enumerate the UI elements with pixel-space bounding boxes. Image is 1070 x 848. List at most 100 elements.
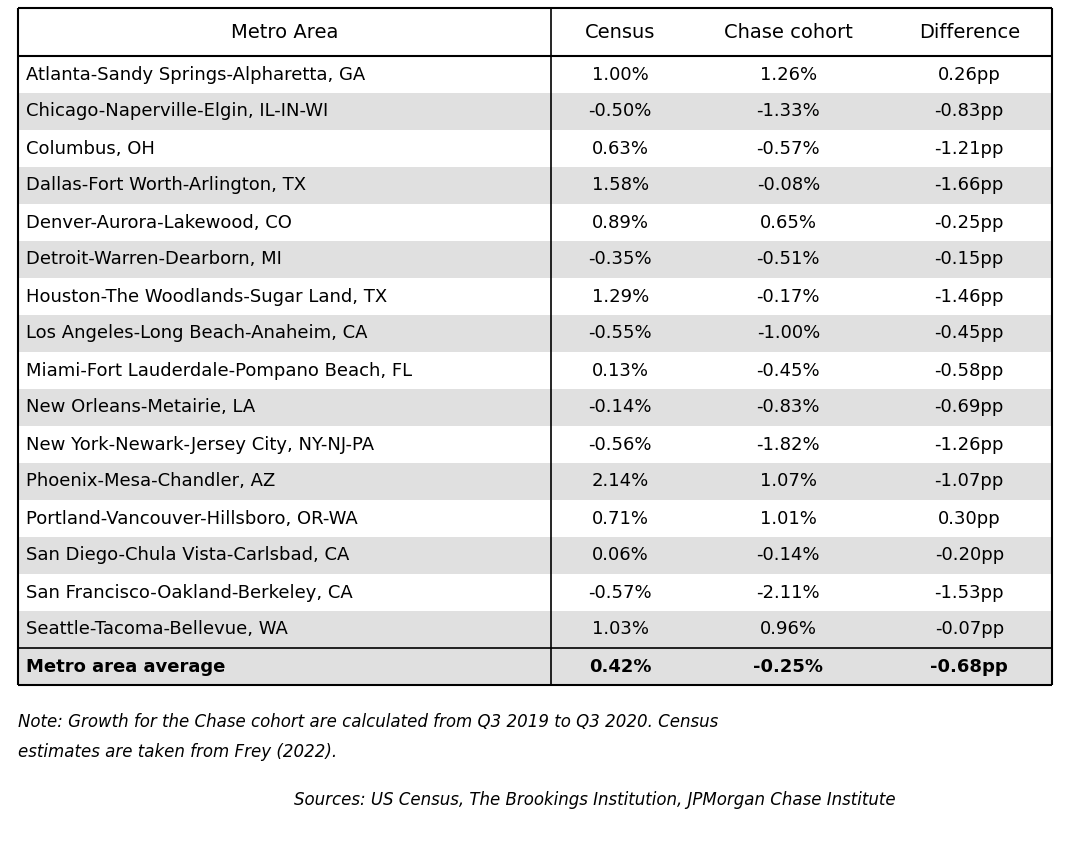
Bar	[887, 574, 1052, 611]
Text: -0.20pp: -0.20pp	[935, 546, 1004, 565]
Bar	[18, 611, 550, 648]
Text: -0.08%: -0.08%	[756, 176, 820, 194]
Bar	[550, 500, 690, 537]
Text: -0.69pp: -0.69pp	[934, 399, 1004, 416]
Text: Metro Area: Metro Area	[230, 23, 338, 42]
Bar	[690, 241, 887, 278]
Bar	[690, 426, 887, 463]
Bar	[690, 315, 887, 352]
Text: -0.07pp: -0.07pp	[935, 621, 1004, 639]
Text: 1.29%: 1.29%	[592, 287, 648, 305]
Bar	[550, 426, 690, 463]
Text: Difference: Difference	[919, 23, 1020, 42]
Text: -1.00%: -1.00%	[756, 325, 820, 343]
Text: estimates are taken from Frey (2022).: estimates are taken from Frey (2022).	[18, 743, 337, 761]
Bar	[690, 500, 887, 537]
Bar	[550, 648, 690, 685]
Text: -0.15pp: -0.15pp	[934, 250, 1004, 269]
Text: Atlanta-Sandy Springs-Alpharetta, GA: Atlanta-Sandy Springs-Alpharetta, GA	[26, 65, 365, 83]
Bar	[887, 130, 1052, 167]
Bar	[550, 56, 690, 93]
Text: 2.14%: 2.14%	[592, 472, 648, 490]
Bar	[690, 352, 887, 389]
Bar	[550, 130, 690, 167]
Text: San Francisco-Oakland-Berkeley, CA: San Francisco-Oakland-Berkeley, CA	[26, 583, 353, 601]
Bar	[550, 204, 690, 241]
Bar	[550, 315, 690, 352]
Text: 0.96%: 0.96%	[760, 621, 816, 639]
Text: -0.35%: -0.35%	[588, 250, 652, 269]
Text: -0.68pp: -0.68pp	[931, 657, 1008, 676]
Bar	[690, 167, 887, 204]
Text: 0.13%: 0.13%	[592, 361, 648, 380]
Bar	[887, 352, 1052, 389]
Bar	[887, 278, 1052, 315]
Bar	[18, 130, 550, 167]
Text: 1.58%: 1.58%	[592, 176, 648, 194]
Bar	[550, 8, 690, 56]
Bar	[550, 352, 690, 389]
Bar	[18, 8, 550, 56]
Text: 0.63%: 0.63%	[592, 140, 648, 158]
Bar	[887, 56, 1052, 93]
Text: -0.83pp: -0.83pp	[934, 103, 1004, 120]
Text: Dallas-Fort Worth-Arlington, TX: Dallas-Fort Worth-Arlington, TX	[26, 176, 306, 194]
Text: -0.17%: -0.17%	[756, 287, 820, 305]
Text: -0.56%: -0.56%	[588, 436, 652, 454]
Bar	[887, 204, 1052, 241]
Text: -0.50%: -0.50%	[588, 103, 652, 120]
Text: Denver-Aurora-Lakewood, CO: Denver-Aurora-Lakewood, CO	[26, 214, 292, 232]
Bar	[18, 648, 550, 685]
Text: Detroit-Warren-Dearborn, MI: Detroit-Warren-Dearborn, MI	[26, 250, 281, 269]
Text: -0.57%: -0.57%	[588, 583, 652, 601]
Text: Houston-The Woodlands-Sugar Land, TX: Houston-The Woodlands-Sugar Land, TX	[26, 287, 387, 305]
Text: Portland-Vancouver-Hillsboro, OR-WA: Portland-Vancouver-Hillsboro, OR-WA	[26, 510, 357, 527]
Text: -1.07pp: -1.07pp	[934, 472, 1004, 490]
Bar	[18, 315, 550, 352]
Bar	[550, 463, 690, 500]
Bar	[18, 574, 550, 611]
Bar	[690, 56, 887, 93]
Text: 0.30pp: 0.30pp	[938, 510, 1000, 527]
Bar	[18, 167, 550, 204]
Text: Census: Census	[585, 23, 656, 42]
Text: San Diego-Chula Vista-Carlsbad, CA: San Diego-Chula Vista-Carlsbad, CA	[26, 546, 350, 565]
Text: Los Angeles-Long Beach-Anaheim, CA: Los Angeles-Long Beach-Anaheim, CA	[26, 325, 367, 343]
Text: New Orleans-Metairie, LA: New Orleans-Metairie, LA	[26, 399, 256, 416]
Text: -0.14%: -0.14%	[756, 546, 820, 565]
Text: 0.71%: 0.71%	[592, 510, 648, 527]
Text: 0.06%: 0.06%	[592, 546, 648, 565]
Bar	[887, 537, 1052, 574]
Bar	[18, 463, 550, 500]
Text: 0.65%: 0.65%	[760, 214, 816, 232]
Text: Chase cohort: Chase cohort	[724, 23, 853, 42]
Bar	[690, 463, 887, 500]
Text: -0.55%: -0.55%	[588, 325, 652, 343]
Bar	[690, 574, 887, 611]
Text: -1.53pp: -1.53pp	[934, 583, 1004, 601]
Text: Miami-Fort Lauderdale-Pompano Beach, FL: Miami-Fort Lauderdale-Pompano Beach, FL	[26, 361, 412, 380]
Bar	[690, 8, 887, 56]
Bar	[690, 389, 887, 426]
Bar	[887, 8, 1052, 56]
Bar	[550, 93, 690, 130]
Text: -0.57%: -0.57%	[756, 140, 820, 158]
Text: -2.11%: -2.11%	[756, 583, 820, 601]
Bar	[690, 537, 887, 574]
Text: -0.14%: -0.14%	[588, 399, 652, 416]
Bar	[690, 611, 887, 648]
Text: -1.26pp: -1.26pp	[934, 436, 1004, 454]
Bar	[887, 167, 1052, 204]
Bar	[887, 426, 1052, 463]
Bar	[18, 93, 550, 130]
Text: -0.45%: -0.45%	[756, 361, 820, 380]
Text: Metro area average: Metro area average	[26, 657, 226, 676]
Bar	[550, 167, 690, 204]
Bar	[18, 241, 550, 278]
Text: New York-Newark-Jersey City, NY-NJ-PA: New York-Newark-Jersey City, NY-NJ-PA	[26, 436, 374, 454]
Bar	[18, 204, 550, 241]
Bar	[690, 648, 887, 685]
Bar	[550, 537, 690, 574]
Text: -1.21pp: -1.21pp	[934, 140, 1004, 158]
Text: 1.00%: 1.00%	[592, 65, 648, 83]
